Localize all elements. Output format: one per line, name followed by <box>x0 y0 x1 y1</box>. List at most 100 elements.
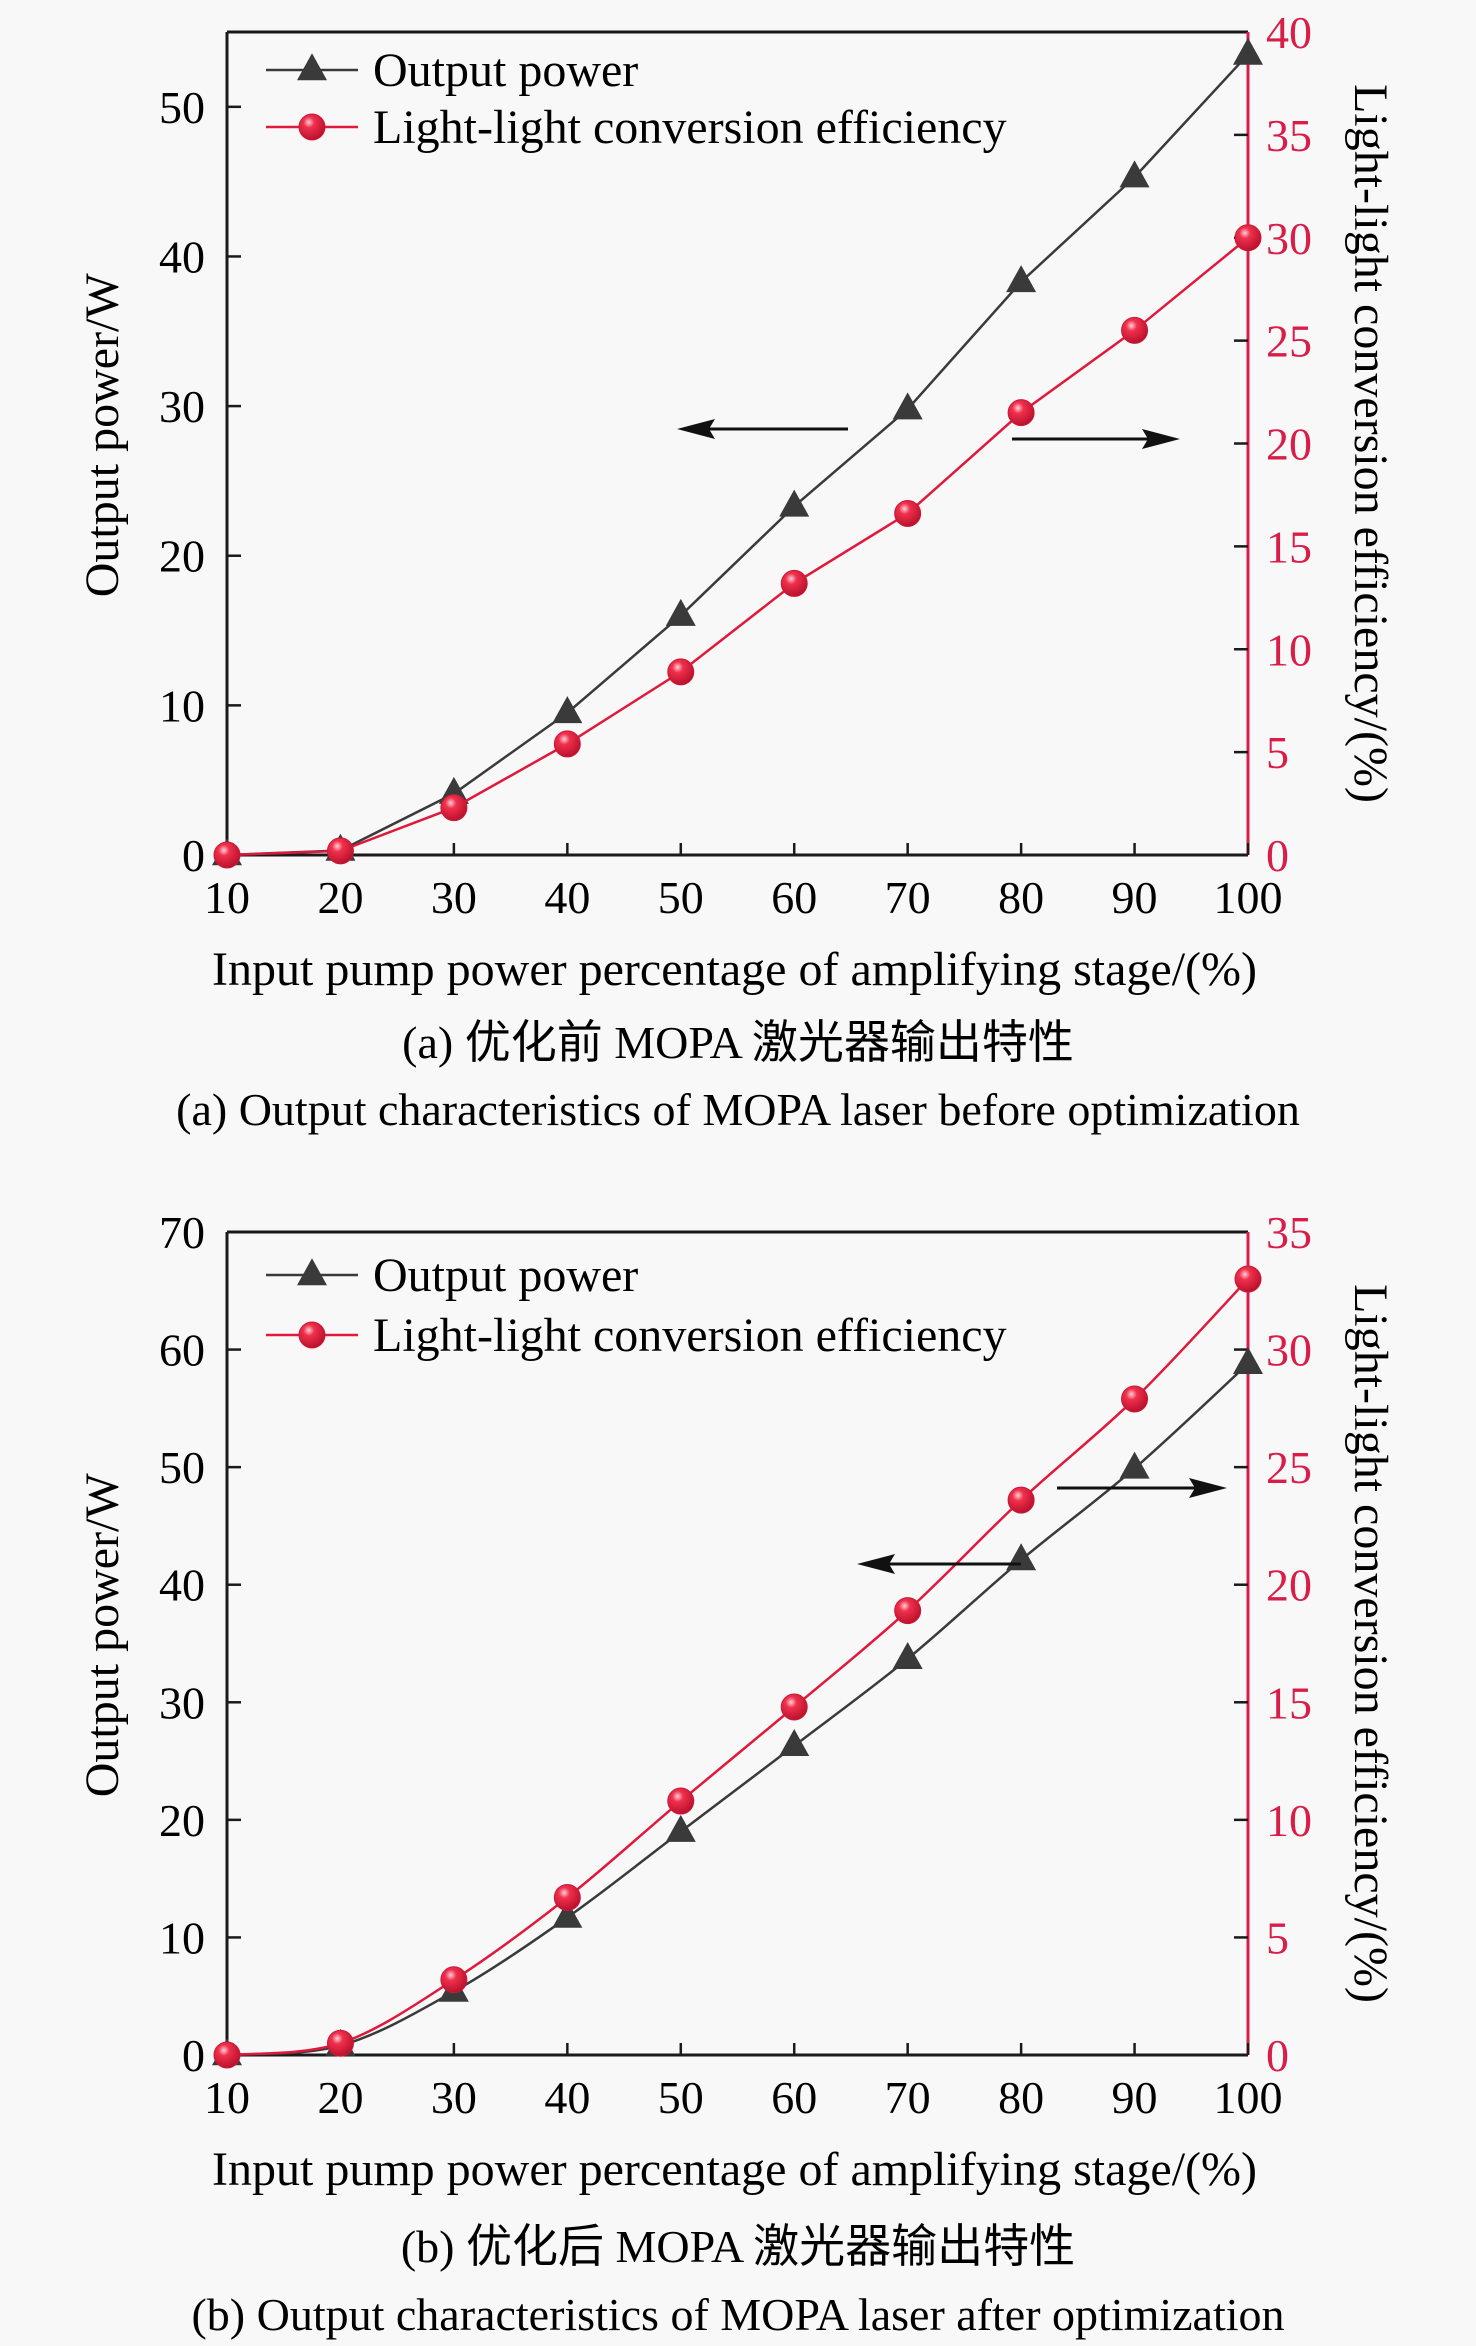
y-tick-label: 0 <box>182 830 205 881</box>
x-tick-label: 90 <box>1112 872 1158 923</box>
y2-tick-label: 20 <box>1266 1560 1312 1611</box>
y2-tick-label: 15 <box>1266 1677 1312 1728</box>
efficiency-point <box>326 2029 354 2057</box>
caption-chinese: (b) 优化后 MOPA 激光器输出特性 <box>401 2221 1075 2272</box>
y-tick-label: 10 <box>159 680 205 731</box>
y-tick-label: 60 <box>159 1325 205 1376</box>
y-tick-label: 40 <box>159 1560 205 1611</box>
x-tick-label: 100 <box>1214 2072 1283 2123</box>
x-tick-label: 40 <box>544 872 590 923</box>
y2-tick-label: 25 <box>1266 316 1312 367</box>
legend: Output power Light-light conversion effic… <box>266 1249 1007 1362</box>
y-tick-label: 30 <box>159 381 205 432</box>
x-tick-label: 50 <box>658 2072 704 2123</box>
y2-tick-label: 10 <box>1266 1795 1312 1846</box>
power-point <box>779 1729 810 1757</box>
y2-tick-label: 35 <box>1266 110 1312 161</box>
x-axis-title: Input pump power percentage of amplifyin… <box>212 943 1257 996</box>
x-tick-label: 60 <box>771 872 817 923</box>
y2-tick-label: 5 <box>1266 1912 1289 1963</box>
y-tick-label: 40 <box>159 231 205 282</box>
x-tick-label: 80 <box>998 872 1044 923</box>
y-tick-label: 50 <box>159 1442 205 1493</box>
y2-tick-label: 15 <box>1266 521 1312 572</box>
efficiency-point <box>326 837 354 865</box>
legend-label: Output power <box>373 44 638 97</box>
efficiency-point <box>553 730 581 758</box>
efficiency-point <box>213 841 241 869</box>
efficiency-point <box>1234 1265 1262 1293</box>
legend-label: Light-light conversion efficiency <box>373 101 1007 154</box>
y-tick-label: 0 <box>182 2030 205 2081</box>
x-tick-label: 40 <box>544 2072 590 2123</box>
power-point <box>1006 1543 1037 1571</box>
x-tick-label: 50 <box>658 872 704 923</box>
x-tick-label: 30 <box>431 2072 477 2123</box>
legend-label: Output power <box>373 1249 638 1302</box>
legend-triangle-icon <box>297 1258 327 1286</box>
y2-axis-title: Light-light conversion efficiency/(%) <box>1344 84 1397 803</box>
efficiency-point <box>440 794 468 822</box>
y2-tick-label: 35 <box>1266 1207 1312 1258</box>
power-point <box>892 392 923 420</box>
power-point <box>1233 1346 1263 1374</box>
legend-label: Light-light conversion efficiency <box>373 1309 1007 1362</box>
y2-tick-label: 20 <box>1266 419 1312 470</box>
efficiency-point <box>1007 399 1035 427</box>
x-tick-label: 80 <box>998 2072 1044 2123</box>
power-point <box>1006 265 1037 293</box>
series-line-efficiency <box>226 1278 1249 2057</box>
x-tick-label: 20 <box>317 2072 363 2123</box>
caption-chinese: (a) 优化前 MOPA 激光器输出特性 <box>402 1017 1074 1068</box>
series-line-power <box>226 1362 1249 2057</box>
power-point <box>779 489 810 517</box>
y-axis-title: Output power/W <box>76 273 129 598</box>
efficiency-point <box>1234 224 1262 252</box>
power-point <box>665 1814 696 1842</box>
y-axis-title: Output power/W <box>76 1473 129 1798</box>
efficiency-point <box>780 1693 808 1721</box>
y2-tick-label: 10 <box>1266 624 1312 675</box>
power-point <box>552 1900 583 1928</box>
efficiency-point <box>1007 1486 1035 1514</box>
right-axis-arrow-head <box>1189 1478 1227 1498</box>
x-tick-label: 70 <box>885 872 931 923</box>
x-tick-label: 10 <box>204 2072 250 2123</box>
efficiency-point <box>780 569 808 597</box>
y2-tick-label: 0 <box>1266 2030 1289 2081</box>
legend-triangle-icon <box>297 53 327 81</box>
power-point <box>1233 37 1263 65</box>
legend-circle-icon <box>298 113 326 141</box>
x-tick-label: 30 <box>431 872 477 923</box>
caption-english: (a) Output characteristics of MOPA laser… <box>176 1084 1300 1135</box>
x-tick-label: 10 <box>204 872 250 923</box>
power-point <box>1119 160 1150 188</box>
series-line-efficiency <box>226 236 1249 857</box>
power-point <box>552 696 583 724</box>
efficiency-point <box>553 1883 581 1911</box>
series-line-power <box>226 53 1249 857</box>
efficiency-point <box>1121 1385 1149 1413</box>
efficiency-point <box>667 658 695 686</box>
x-axis-title: Input pump power percentage of amplifyin… <box>212 2143 1257 2196</box>
efficiency-point <box>894 1597 922 1625</box>
y2-axis-title: Light-light conversion efficiency/(%) <box>1344 1284 1397 2003</box>
y-tick-label: 20 <box>159 531 205 582</box>
y2-tick-label: 30 <box>1266 1325 1312 1376</box>
y-tick-label: 10 <box>159 1912 205 1963</box>
x-tick-label: 100 <box>1214 872 1283 923</box>
efficiency-point <box>1121 316 1149 344</box>
y2-tick-label: 30 <box>1266 213 1312 264</box>
right-axis-arrow-head <box>1142 429 1180 449</box>
x-tick-label: 70 <box>885 2072 931 2123</box>
legend-circle-icon <box>298 1321 326 1349</box>
y2-tick-label: 0 <box>1266 830 1289 881</box>
efficiency-point <box>894 499 922 527</box>
power-point <box>665 598 696 626</box>
y2-tick-label: 25 <box>1266 1442 1312 1493</box>
y2-tick-label: 5 <box>1266 727 1289 778</box>
left-axis-arrow-head <box>857 1554 895 1574</box>
caption-english: (b) Output characteristics of MOPA laser… <box>191 2289 1284 2340</box>
